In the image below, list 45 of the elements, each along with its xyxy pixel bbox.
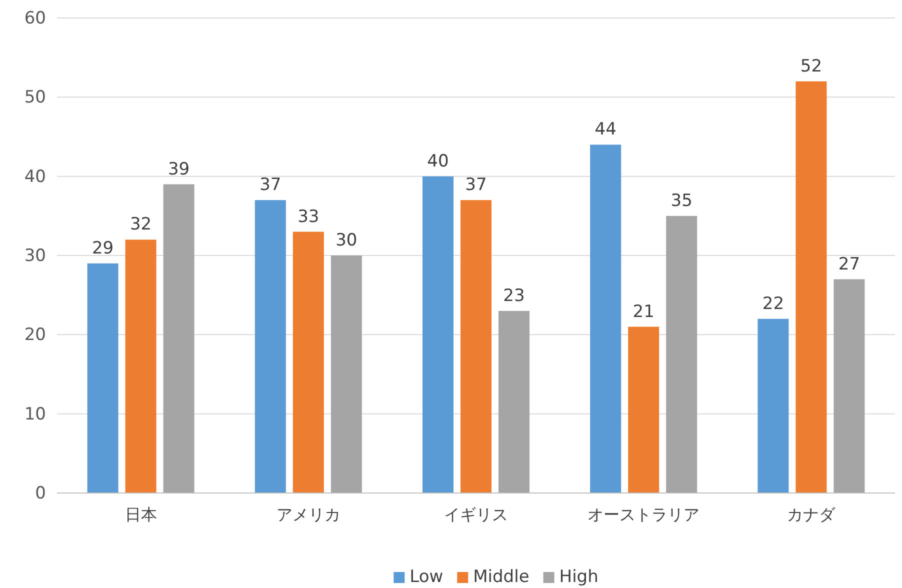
y-tick-label: 20 (24, 325, 46, 346)
bar (590, 144, 622, 493)
bar (422, 176, 454, 493)
x-tick-label: アメリカ (276, 507, 340, 524)
data-label: 39 (168, 159, 190, 180)
bar (834, 279, 865, 493)
data-label: 29 (92, 238, 114, 258)
bar (796, 81, 827, 493)
data-label: 37 (260, 175, 282, 196)
legend-label: Low (410, 567, 444, 587)
legend-label: Middle (473, 567, 530, 587)
y-tick-label: 30 (24, 246, 46, 266)
bar (628, 326, 660, 493)
y-tick-label: 40 (24, 166, 46, 187)
x-tick-label: イギリス (444, 506, 508, 524)
x-tick-label: 日本 (124, 506, 157, 524)
data-label: 21 (632, 302, 654, 322)
bar (125, 240, 156, 493)
data-label: 35 (670, 190, 692, 211)
bar (254, 200, 286, 493)
data-label: 52 (800, 56, 822, 76)
y-tick-label: 0 (35, 483, 46, 504)
data-label: 32 (130, 214, 152, 235)
data-label: 44 (594, 120, 616, 140)
y-tick-label: 50 (24, 88, 46, 108)
x-tick-label: カナダ (787, 507, 836, 524)
bar (292, 232, 324, 493)
bar (666, 216, 698, 493)
data-label: 40 (427, 151, 449, 172)
data-label: 22 (762, 294, 784, 314)
data-label: 37 (465, 175, 487, 196)
x-tick-label: オーストラリア (588, 507, 700, 524)
bar (163, 184, 194, 493)
data-label: 33 (298, 206, 320, 227)
bar (460, 200, 492, 493)
bar (498, 310, 530, 493)
bar (87, 263, 118, 493)
y-tick-label: 60 (24, 8, 46, 28)
data-label: 23 (503, 286, 525, 306)
bar (758, 318, 789, 493)
y-tick-label: 10 (24, 404, 46, 424)
bar (330, 256, 362, 493)
data-label: 27 (838, 254, 860, 274)
legend-label: High (559, 567, 598, 587)
data-label: 30 (336, 230, 358, 250)
